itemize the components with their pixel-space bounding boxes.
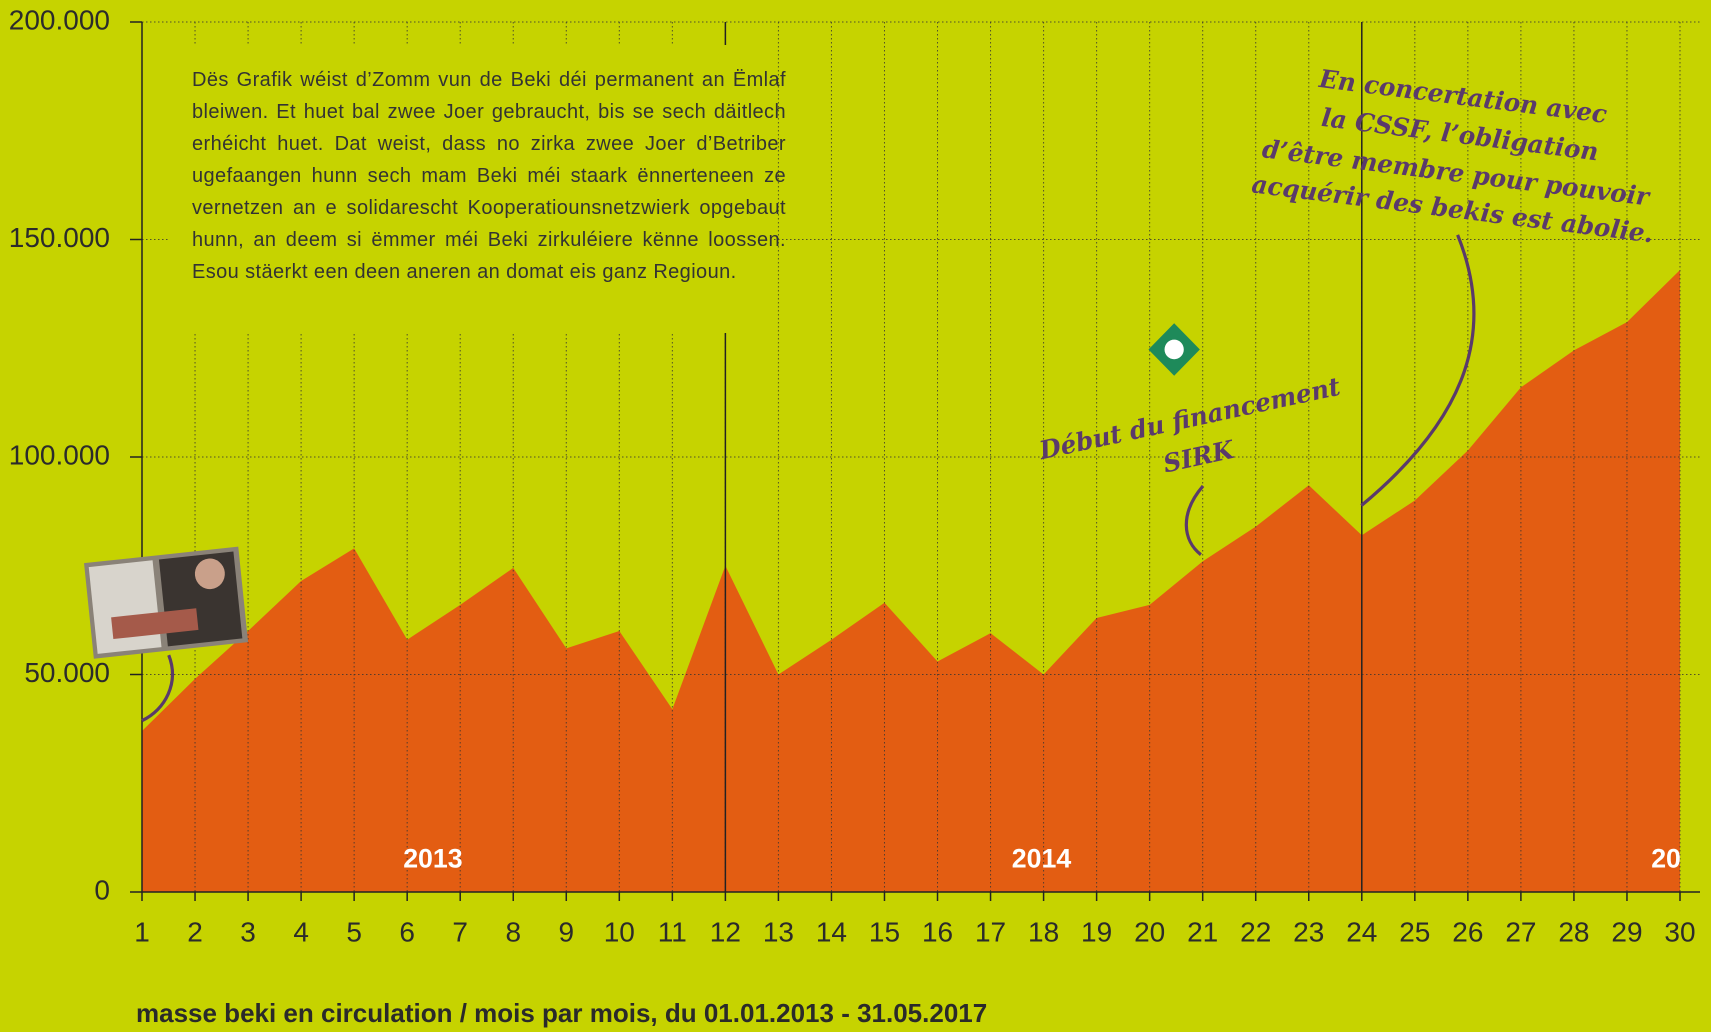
x-tick-label: 20 xyxy=(1134,916,1165,947)
x-tick-label: 26 xyxy=(1452,916,1483,947)
description: Dës Grafik wéist d’Zomm vun de Beki déi … xyxy=(192,64,786,288)
x-tick-label: 19 xyxy=(1081,916,1112,947)
x-tick-label: 27 xyxy=(1505,916,1536,947)
y-tick-label: 100.000 xyxy=(9,439,110,470)
x-tick-label: 12 xyxy=(710,916,741,947)
x-tick-label: 4 xyxy=(293,916,309,947)
y-tick-label: 50.000 xyxy=(24,657,110,688)
x-tick-label: 22 xyxy=(1240,916,1271,947)
y-tick-label: 150.000 xyxy=(9,222,110,253)
x-tick-label: 14 xyxy=(816,916,847,947)
x-tick-label: 17 xyxy=(975,916,1006,947)
x-tick-label: 8 xyxy=(505,916,521,947)
x-tick-label: 21 xyxy=(1187,916,1218,947)
x-tick-label: 23 xyxy=(1293,916,1324,947)
x-tick-label: 30 xyxy=(1664,916,1695,947)
x-tick-label: 9 xyxy=(558,916,574,947)
photo xyxy=(84,547,248,659)
x-tick-label: 1 xyxy=(134,916,150,947)
annotation: SIRK xyxy=(1161,435,1238,479)
x-tick-label: 11 xyxy=(658,916,687,947)
x-tick-label: 28 xyxy=(1558,916,1589,947)
logo xyxy=(1148,323,1199,375)
caption: masse beki en circulation / mois par moi… xyxy=(136,998,987,1028)
x-tick-label: 24 xyxy=(1346,916,1377,947)
x-tick-label: 6 xyxy=(399,916,415,947)
year-label: 20 xyxy=(1651,843,1681,873)
x-tick-label: 10 xyxy=(604,916,635,947)
photo-part xyxy=(89,560,162,654)
x-tick-label: 5 xyxy=(346,916,362,947)
year-label: 2013 xyxy=(403,843,462,873)
x-tick-label: 29 xyxy=(1611,916,1642,947)
x-tick-label: 16 xyxy=(922,916,953,947)
x-tick-label: 3 xyxy=(240,916,256,947)
x-tick-label: 2 xyxy=(187,916,203,947)
page: 1234567891011121314151617181920212223242… xyxy=(0,0,1711,1032)
x-tick-label: 18 xyxy=(1028,916,1059,947)
area xyxy=(142,270,1680,892)
y-tick-label: 200.000 xyxy=(9,4,110,35)
x-tick-label: 7 xyxy=(452,916,468,947)
arrow xyxy=(1186,486,1203,555)
x-tick-label: 15 xyxy=(869,916,900,947)
x-tick-label: 25 xyxy=(1399,916,1430,947)
y-tick-label: 0 xyxy=(94,874,110,905)
x-tick-label: 13 xyxy=(763,916,794,947)
year-label: 2014 xyxy=(1012,843,1071,873)
